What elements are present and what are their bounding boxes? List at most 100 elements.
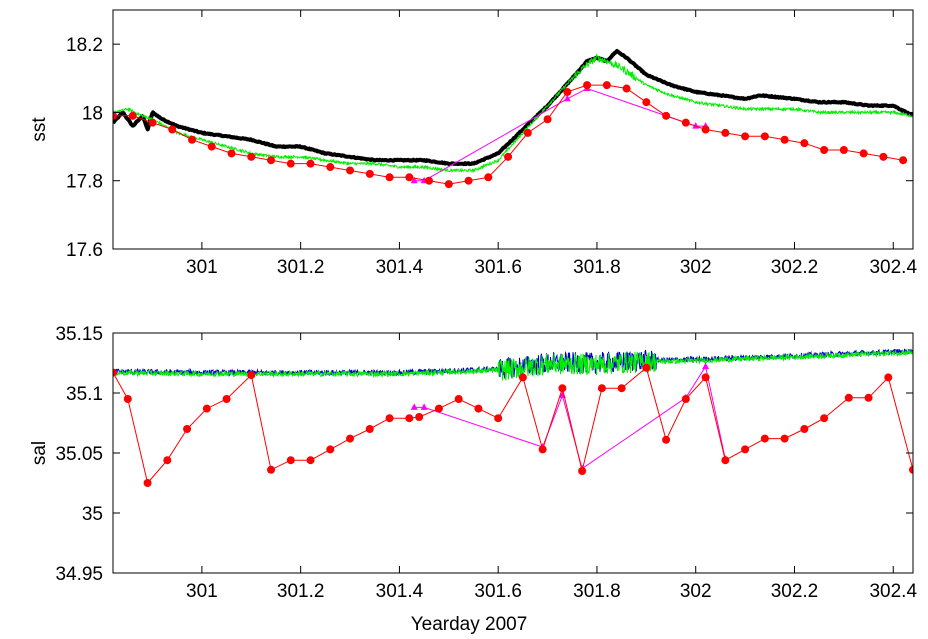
x-tick-label: 301.6 — [474, 581, 522, 602]
data-point — [385, 173, 394, 182]
data-point — [701, 125, 710, 134]
data-point — [326, 163, 335, 172]
data-point — [780, 434, 789, 443]
x-tick-label: 302.4 — [869, 257, 917, 278]
data-point — [859, 149, 868, 158]
data-point — [583, 81, 592, 90]
x-tick-label: 302.2 — [771, 257, 819, 278]
data-point — [346, 434, 355, 443]
data-point — [484, 173, 493, 182]
data-point — [267, 465, 276, 474]
data-point — [578, 467, 587, 475]
data-point — [163, 456, 172, 465]
data-point — [844, 393, 853, 402]
data-point — [538, 445, 547, 454]
x-tick-label: 302 — [680, 581, 712, 602]
x-axis-label: Yearday 2007 — [411, 614, 528, 635]
data-point — [286, 456, 295, 465]
data-point — [365, 169, 374, 178]
y-tick-label: 17.6 — [66, 240, 103, 261]
data-point — [247, 152, 256, 161]
y-tick-label: 18.2 — [66, 35, 103, 56]
sal-panel: 301 301.2 301.4 301.6 301.8 302 302.2 302.4 34.9… — [29, 324, 917, 602]
data-point — [405, 173, 414, 182]
data-point — [474, 404, 483, 413]
x-tick-label: 301.6 — [474, 257, 522, 278]
data-point — [622, 84, 631, 93]
data-point — [681, 118, 690, 127]
data-point — [365, 425, 374, 433]
data-point — [518, 373, 527, 382]
data-point — [188, 135, 197, 144]
data-point — [800, 425, 809, 433]
data-point — [721, 456, 730, 465]
data-point — [642, 363, 651, 372]
plot-area — [113, 49, 913, 189]
data-point — [286, 159, 295, 168]
data-point — [879, 152, 888, 161]
data-point — [410, 176, 418, 184]
data-point — [143, 479, 152, 487]
data-point — [884, 373, 893, 382]
series-line — [113, 53, 913, 174]
series-line — [113, 366, 913, 485]
data-point — [434, 404, 443, 413]
data-point — [558, 384, 567, 393]
data-point — [820, 414, 829, 423]
data-point — [504, 152, 513, 161]
data-point — [128, 111, 137, 120]
data-point — [597, 384, 606, 393]
y-tick-label: 35.05 — [55, 444, 103, 465]
data-point — [721, 128, 730, 137]
data-point — [662, 435, 671, 444]
data-point — [701, 373, 710, 382]
data-point — [909, 465, 913, 474]
data-point — [183, 425, 192, 433]
y-tick-label: 17.8 — [66, 172, 103, 193]
data-point — [425, 176, 434, 185]
x-tick-label: 302.4 — [869, 581, 917, 602]
data-point — [780, 135, 789, 144]
x-tick-label: 301.2 — [277, 257, 325, 278]
data-point — [741, 445, 750, 454]
data-point — [207, 142, 216, 151]
x-tick-label: 301.8 — [573, 257, 621, 278]
data-point — [306, 456, 315, 465]
data-point — [113, 111, 117, 120]
data-point — [227, 149, 236, 158]
data-point — [702, 362, 710, 370]
sst-panel: 301 301.2 301.4 301.6 301.8 302 302.2 302.4 17.6… — [29, 9, 917, 278]
data-point — [523, 128, 532, 137]
series-line — [113, 49, 913, 167]
x-tick-label: 301.8 — [573, 581, 621, 602]
data-point — [113, 368, 117, 377]
data-point — [741, 132, 750, 141]
x-tick-label: 301 — [186, 581, 218, 602]
y-tick-label: 34.95 — [55, 564, 103, 585]
data-point — [681, 395, 690, 403]
data-point — [839, 145, 848, 154]
series-line — [113, 348, 913, 381]
y-tick-label: 35.15 — [55, 324, 103, 345]
x-tick-label: 301.4 — [376, 257, 424, 278]
data-point — [760, 132, 769, 141]
data-point — [247, 371, 256, 379]
x-tick-label: 301 — [186, 257, 218, 278]
data-point — [222, 395, 231, 403]
data-point — [563, 94, 571, 102]
data-point — [760, 434, 769, 443]
plot-area — [113, 348, 913, 487]
x-tick-label: 301.2 — [277, 581, 325, 602]
data-point — [148, 118, 157, 127]
data-point — [617, 384, 626, 393]
data-point — [444, 180, 453, 189]
series-line — [414, 365, 726, 470]
data-point — [494, 414, 503, 423]
data-point — [405, 414, 414, 423]
x-tick-label: 302.2 — [771, 581, 819, 602]
data-point — [346, 166, 355, 175]
data-point — [326, 445, 335, 454]
data-point — [415, 413, 424, 421]
data-point — [563, 87, 572, 96]
